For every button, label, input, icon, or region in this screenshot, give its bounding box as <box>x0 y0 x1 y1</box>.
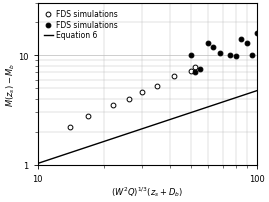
FDS simulations <box>140 91 144 94</box>
FDS simulations <box>227 54 232 58</box>
FDS simulations <box>68 126 72 129</box>
FDS simulations <box>126 98 131 101</box>
FDS simulations <box>155 85 159 88</box>
FDS simulations <box>245 42 249 45</box>
FDS simulations <box>86 115 90 118</box>
FDS simulations <box>211 46 215 49</box>
FDS simulations <box>193 66 197 69</box>
FDS simulations <box>233 55 238 59</box>
FDS simulations <box>189 54 193 58</box>
FDS simulations <box>189 70 193 73</box>
FDS simulations <box>193 71 197 75</box>
Legend: FDS simulations, FDS simulations, Equation 6: FDS simulations, FDS simulations, Equati… <box>41 8 120 42</box>
FDS simulations <box>111 104 115 107</box>
FDS simulations <box>255 32 259 35</box>
X-axis label: $(W^2Q)^{1/3}(z_s+D_b)$: $(W^2Q)^{1/3}(z_s+D_b)$ <box>111 184 183 198</box>
FDS simulations <box>218 52 222 55</box>
Y-axis label: $M(z_s)-M_b$: $M(z_s)-M_b$ <box>4 62 17 106</box>
FDS simulations <box>198 68 202 71</box>
FDS simulations <box>206 42 210 45</box>
FDS simulations <box>264 27 268 30</box>
FDS simulations <box>172 75 176 78</box>
FDS simulations <box>250 54 254 58</box>
FDS simulations <box>239 39 244 42</box>
